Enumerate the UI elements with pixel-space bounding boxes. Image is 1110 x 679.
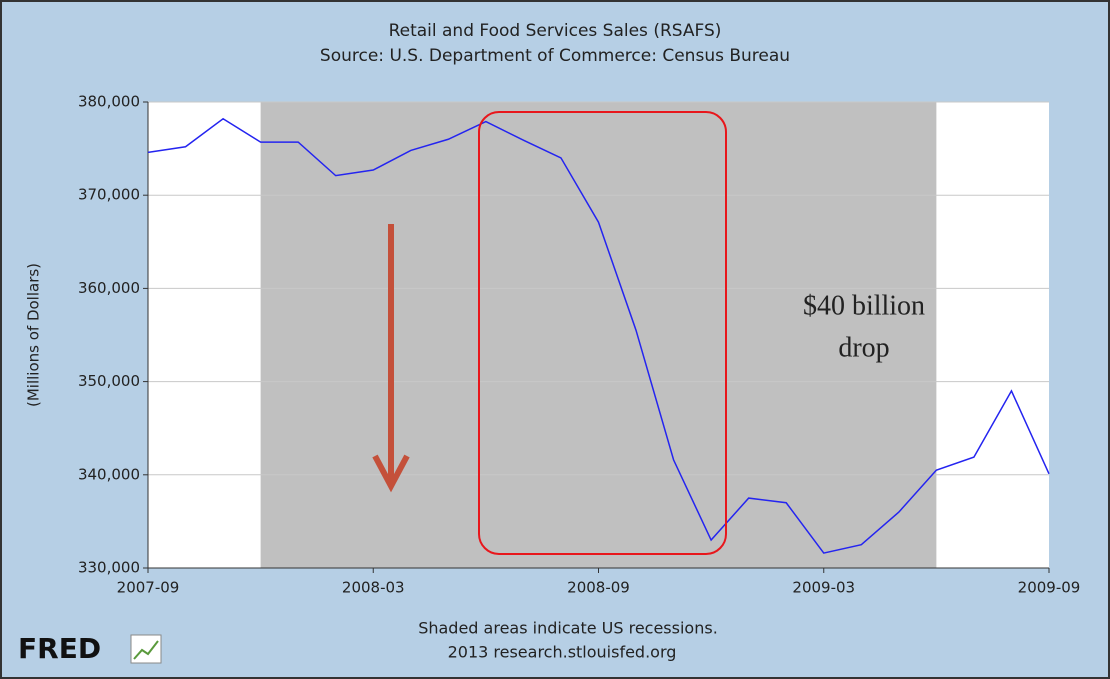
- y-tick-label: 360,000: [78, 279, 140, 297]
- logo-icon: [130, 634, 162, 664]
- x-tick-label: 2008-09: [567, 579, 630, 597]
- data-line: [147, 117, 1050, 554]
- recession-shade: [260, 102, 937, 568]
- x-tick-label: 2009-09: [1018, 579, 1081, 597]
- footnote: Shaded areas indicate US recessions.: [418, 619, 718, 638]
- annotation: $40 billion: [803, 290, 925, 321]
- plot-layer: [143, 101, 1050, 573]
- x-tick-label: 2007-09: [117, 579, 180, 597]
- logo: FRED: [18, 632, 101, 665]
- annotation: drop: [838, 332, 889, 363]
- x-tick-label: 2008-03: [342, 579, 405, 597]
- y-tick-label: 340,000: [78, 465, 140, 483]
- y-tick-label: 330,000: [78, 559, 140, 577]
- arrow: [372, 224, 410, 493]
- y-tick-label: 380,000: [78, 93, 140, 111]
- y-tick-label: 350,000: [78, 372, 140, 390]
- x-tick-label: 2009-03: [792, 579, 855, 597]
- source: 2013 research.stlouisfed.org: [448, 643, 677, 662]
- y-tick-label: 370,000: [78, 186, 140, 204]
- chart-subtitle: Source: U.S. Department of Commerce: Cen…: [320, 46, 790, 66]
- chart-title: Retail and Food Services Sales (RSAFS): [389, 21, 722, 41]
- y-axis-label: (Millions of Dollars): [25, 263, 43, 407]
- highlight-box: [478, 111, 727, 555]
